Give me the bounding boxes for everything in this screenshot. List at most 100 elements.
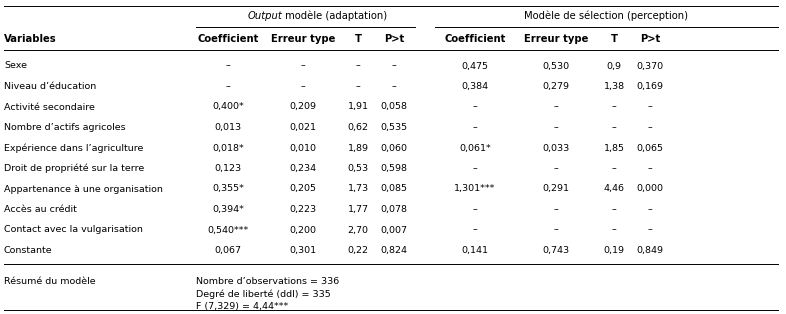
Text: 0,000: 0,000 (637, 185, 663, 193)
Text: 0,061*: 0,061* (459, 143, 491, 153)
Text: –: – (553, 225, 558, 235)
Text: 0,234: 0,234 (289, 164, 317, 173)
Text: 0,598: 0,598 (380, 164, 407, 173)
Text: 0,078: 0,078 (380, 205, 407, 214)
Text: –: – (553, 164, 558, 173)
Text: 0,540***: 0,540*** (208, 225, 248, 235)
Text: Erreur type: Erreur type (271, 34, 335, 44)
Text: 1,73: 1,73 (347, 185, 369, 193)
Text: P>t: P>t (640, 34, 660, 44)
Text: –: – (648, 123, 652, 132)
Text: 0,62: 0,62 (347, 123, 369, 132)
Text: Accès au crédit: Accès au crédit (4, 205, 77, 214)
Text: 1,89: 1,89 (347, 143, 369, 153)
Text: –: – (612, 205, 616, 214)
Text: 0,141: 0,141 (461, 246, 489, 255)
Text: 0,007: 0,007 (380, 225, 407, 235)
Text: modèle (adaptation): modèle (adaptation) (281, 11, 387, 21)
Text: 0,849: 0,849 (637, 246, 663, 255)
Text: 0,018*: 0,018* (212, 143, 244, 153)
Text: F (7,329) = 4,44***: F (7,329) = 4,44*** (196, 302, 288, 311)
Text: 0,279: 0,279 (542, 82, 570, 91)
Text: –: – (648, 225, 652, 235)
Text: –: – (472, 225, 477, 235)
Text: 0,22: 0,22 (347, 246, 369, 255)
Text: 0,200: 0,200 (289, 225, 317, 235)
Text: –: – (648, 102, 652, 111)
Text: –: – (391, 62, 396, 71)
Text: –: – (472, 164, 477, 173)
Text: –: – (472, 205, 477, 214)
Text: –: – (300, 62, 306, 71)
Text: 0,209: 0,209 (289, 102, 317, 111)
Text: 0,475: 0,475 (461, 62, 489, 71)
Text: 0,065: 0,065 (637, 143, 663, 153)
Text: –: – (300, 82, 306, 91)
Text: –: – (355, 62, 360, 71)
Text: 0,384: 0,384 (461, 82, 489, 91)
Text: 0,9: 0,9 (607, 62, 622, 71)
Text: 1,77: 1,77 (347, 205, 369, 214)
Text: –: – (553, 205, 558, 214)
Text: Droit de propriété sur la terre: Droit de propriété sur la terre (4, 164, 145, 173)
Text: Modèle de sélection (perception): Modèle de sélection (perception) (524, 11, 689, 21)
Text: Niveau d’éducation: Niveau d’éducation (4, 82, 96, 91)
Text: 0,021: 0,021 (289, 123, 317, 132)
Text: 0,123: 0,123 (215, 164, 241, 173)
Text: Variables: Variables (4, 34, 57, 44)
Text: P>t: P>t (384, 34, 404, 44)
Text: 4,46: 4,46 (604, 185, 625, 193)
Text: –: – (472, 102, 477, 111)
Text: –: – (648, 205, 652, 214)
Text: 0,085: 0,085 (380, 185, 407, 193)
Text: 0,169: 0,169 (637, 82, 663, 91)
Text: Activité secondaire: Activité secondaire (4, 102, 95, 111)
Text: 0,067: 0,067 (215, 246, 241, 255)
Text: 0,355*: 0,355* (212, 185, 244, 193)
Text: –: – (553, 123, 558, 132)
Text: 0,205: 0,205 (289, 185, 317, 193)
Text: 0,033: 0,033 (542, 143, 570, 153)
Text: Coefficient: Coefficient (197, 34, 259, 44)
Text: –: – (472, 123, 477, 132)
Text: –: – (612, 123, 616, 132)
Text: 0,824: 0,824 (380, 246, 407, 255)
Text: 0,301: 0,301 (289, 246, 317, 255)
Text: –: – (226, 82, 230, 91)
Text: –: – (355, 82, 360, 91)
Text: Nombre d’observations = 336: Nombre d’observations = 336 (196, 277, 340, 285)
Text: Appartenance à une organisation: Appartenance à une organisation (4, 185, 163, 193)
Text: T: T (354, 34, 362, 44)
Text: Nombre d’actifs agricoles: Nombre d’actifs agricoles (4, 123, 126, 132)
Text: Output: Output (248, 11, 282, 21)
Text: 1,38: 1,38 (604, 82, 625, 91)
Text: 0,400*: 0,400* (212, 102, 244, 111)
Text: –: – (612, 225, 616, 235)
Text: 1,85: 1,85 (604, 143, 625, 153)
Text: 0,223: 0,223 (289, 205, 317, 214)
Text: –: – (391, 82, 396, 91)
Text: –: – (226, 62, 230, 71)
Text: 0,370: 0,370 (637, 62, 663, 71)
Text: –: – (612, 102, 616, 111)
Text: Résumé du modèle: Résumé du modèle (4, 277, 96, 285)
Text: Contact avec la vulgarisation: Contact avec la vulgarisation (4, 225, 143, 235)
Text: 2,70: 2,70 (347, 225, 369, 235)
Text: 0,058: 0,058 (380, 102, 407, 111)
Text: 0,530: 0,530 (542, 62, 570, 71)
Text: Sexe: Sexe (4, 62, 27, 71)
Text: Degré de liberté (ddl) = 335: Degré de liberté (ddl) = 335 (196, 290, 331, 299)
Text: 0,535: 0,535 (380, 123, 408, 132)
Text: 1,91: 1,91 (347, 102, 369, 111)
Text: 0,060: 0,060 (380, 143, 407, 153)
Text: 0,291: 0,291 (542, 185, 570, 193)
Text: –: – (553, 102, 558, 111)
Text: 0,010: 0,010 (289, 143, 317, 153)
Text: 0,394*: 0,394* (212, 205, 244, 214)
Text: T: T (611, 34, 618, 44)
Text: 0,743: 0,743 (542, 246, 570, 255)
Text: Erreur type: Erreur type (523, 34, 588, 44)
Text: –: – (612, 164, 616, 173)
Text: 1,301***: 1,301*** (454, 185, 496, 193)
Text: Coefficient: Coefficient (444, 34, 505, 44)
